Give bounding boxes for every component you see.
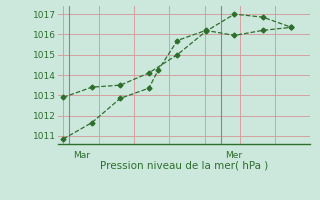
X-axis label: Pression niveau de la mer( hPa ): Pression niveau de la mer( hPa ) bbox=[100, 161, 268, 171]
Text: Mer: Mer bbox=[225, 151, 242, 160]
Text: Mar: Mar bbox=[73, 151, 90, 160]
